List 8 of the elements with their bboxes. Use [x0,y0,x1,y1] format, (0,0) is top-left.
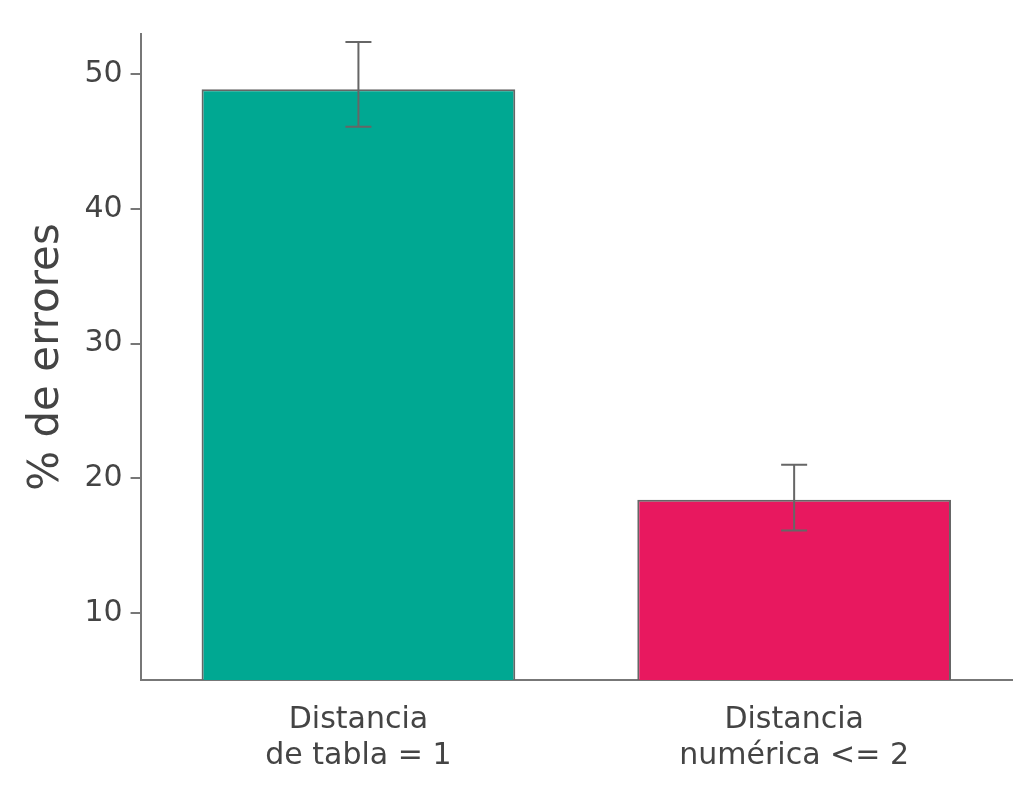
y-tick-label: 10 [84,592,123,628]
x-tick-label: Distancia de tabla = 1 [265,699,452,771]
x-tick-label: Distancia numérica <= 2 [679,699,909,771]
y-tick-label: 50 [84,54,123,90]
y-tick-label: 40 [84,188,123,224]
y-tick-label: 30 [84,323,123,359]
y-axis-title: % de errores [19,223,69,491]
y-tick-label: 20 [84,457,123,493]
